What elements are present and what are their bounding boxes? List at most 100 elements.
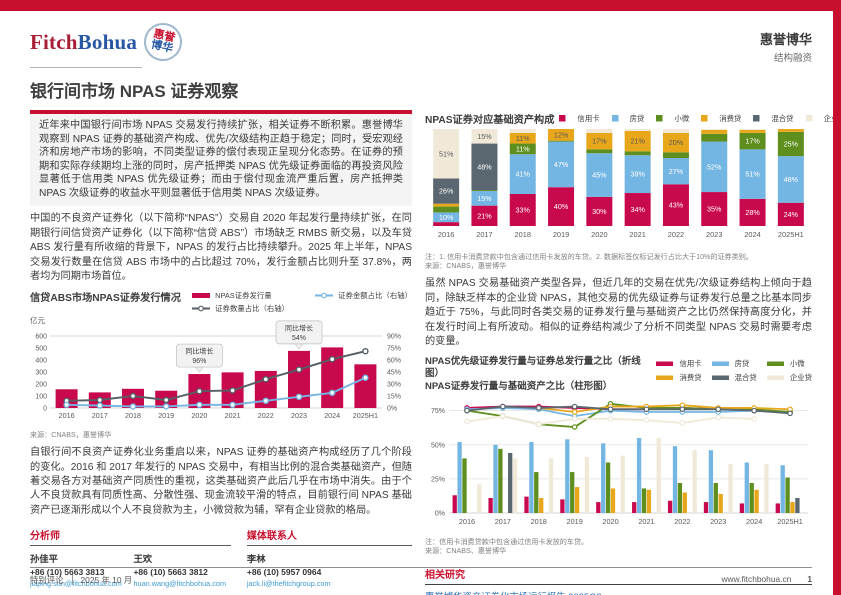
svg-text:亿元: 亿元: [30, 315, 45, 325]
legend-label: 房贷: [734, 358, 750, 368]
svg-text:40%: 40%: [554, 202, 569, 211]
legend-item: 消费贷: [696, 113, 741, 124]
svg-text:41%: 41%: [516, 170, 531, 179]
footer-website-link[interactable]: www.fitchbohua.cn: [721, 574, 792, 584]
svg-text:45%: 45%: [387, 369, 401, 376]
svg-text:2016: 2016: [459, 517, 475, 526]
left-column: 近年来中国银行间市场 NPAS 交易发行持续扩张，相关证券不断积累。惠誉博华观察…: [30, 110, 412, 595]
legend-label: 混合贷: [734, 372, 757, 382]
legend-swatch: [711, 361, 729, 366]
svg-text:39%: 39%: [630, 170, 645, 179]
legend-swatch: [559, 115, 566, 122]
legend-label: NPAS证券发行量: [215, 290, 272, 300]
svg-text:52%: 52%: [707, 162, 722, 171]
legend-item: NPAS证券发行量: [192, 290, 289, 301]
footer-left: 特别评论 2025 年 10 月: [30, 574, 133, 586]
legend-label: 消费贷: [679, 372, 702, 382]
legend-line-swatch: [192, 305, 211, 312]
media-contact-block: 媒体联系人 李林 +86 (10) 5957 0964 jack.li@thef…: [246, 527, 412, 588]
footer-date: 2025 年 10 月: [71, 575, 133, 585]
svg-text:11%: 11%: [516, 144, 530, 153]
svg-text:75%: 75%: [431, 408, 445, 415]
svg-text:51%: 51%: [745, 170, 760, 179]
svg-text:2017: 2017: [92, 411, 108, 420]
logo-underline: [30, 67, 142, 68]
analyst-name: 孙佳平: [30, 554, 58, 565]
svg-text:0%: 0%: [387, 405, 397, 412]
analyst-email-link[interactable]: huan.wang@fitchbohua.com: [133, 579, 227, 589]
svg-text:2022: 2022: [674, 517, 690, 526]
legend-label: 证券金额占比（右轴）: [338, 290, 412, 300]
legend-item: 小微: [651, 113, 689, 124]
svg-text:2020: 2020: [191, 411, 207, 420]
svg-text:0: 0: [43, 405, 47, 412]
org-block: 惠誉博华 结构融资: [760, 29, 812, 64]
chart3-block: NPAS优先级证券发行量与证券总发行量之比（折线图） NPAS证券发行量与基础资…: [425, 356, 812, 556]
svg-text:2022: 2022: [668, 230, 684, 239]
legend-label: 小微: [789, 358, 805, 368]
svg-text:10%: 10%: [439, 213, 454, 222]
analyst-card: 王欢 +86 (10) 5663 3812 huan.wang@fitchboh…: [133, 551, 230, 588]
chart3-title-line1: NPAS优先级证券发行量与证券总发行量之比（折线图）: [425, 355, 641, 380]
analyst-email-link[interactable]: jiaping.sun@fitchbohua.com: [30, 579, 122, 589]
chart1-legend: NPAS证券发行量 证券数量占比（右轴） 证券金额占比（右轴）: [192, 289, 412, 314]
chart2-title: NPAS证券对应基础资产构成: [425, 115, 555, 126]
svg-text:2018: 2018: [125, 411, 141, 420]
svg-text:2022: 2022: [258, 411, 274, 420]
fitchbohua-logo: FitchBohua 惠誉 博华: [30, 19, 186, 65]
svg-text:48%: 48%: [784, 175, 799, 184]
chart1-issuance-svg: 亿元 0 100 200 300 400 500 600 0% 15% 30% 45% 60% 75% 90…: [30, 315, 401, 420]
svg-text:12%: 12%: [554, 130, 569, 139]
svg-text:50%: 50%: [431, 442, 445, 449]
analyst-name: 王欢: [133, 554, 153, 565]
svg-text:20%: 20%: [669, 138, 684, 147]
svg-text:同比增长: 同比增长: [185, 346, 213, 355]
svg-text:25%: 25%: [431, 476, 445, 483]
svg-text:30%: 30%: [592, 207, 607, 216]
chart3-note: 注：信用卡消费贷款中包含通过信用卡发放的车贷。: [425, 537, 589, 546]
svg-text:400: 400: [35, 357, 47, 364]
media-contact-email-link[interactable]: jack.li@thefitchgroup.com: [246, 579, 331, 589]
analyst-phone: +86 (10) 5663 3812: [133, 567, 208, 578]
legend-item: 混合贷: [748, 113, 794, 124]
legend-label: 小微: [674, 114, 690, 123]
related-research-heading: 相关研究: [425, 566, 812, 586]
svg-text:2019: 2019: [567, 517, 583, 526]
page-footer: 特别评论 2025 年 10 月 www.fitchbohua.cn 1: [30, 567, 812, 586]
legend-label: 信用卡: [679, 358, 702, 368]
legend-item: 信用卡: [656, 358, 702, 369]
summary-box: 近年来中国银行间市场 NPAS 交易发行持续扩张，相关证券不断积累。惠誉博华观察…: [30, 110, 412, 207]
svg-text:17%: 17%: [745, 137, 760, 146]
chart1-title: 信贷ABS市场NPAS证券发行情况: [30, 292, 181, 304]
legend-item: 企业贷: [801, 113, 841, 124]
media-contact-card: 李林 +86 (10) 5957 0964 jack.li@thefitchgr…: [247, 551, 412, 588]
svg-text:2021: 2021: [629, 230, 645, 239]
right-red-bar: [833, 0, 841, 595]
body-paragraph-1: 中国的不良资产证券化（以下简称“NPAS”）交易自 2020 年起发行量持续扩张…: [30, 213, 412, 283]
body-paragraph-3: 虽然 NPAS 交易基础资产类型各异，但近几年的交易在优先/次级证券结构上倾向于…: [425, 278, 812, 348]
svg-text:2025H1: 2025H1: [353, 411, 378, 420]
legend-item: 证券金额占比（右轴）: [315, 290, 412, 301]
svg-text:21%: 21%: [630, 137, 645, 146]
media-heading: 媒体联系人: [246, 527, 412, 547]
related-research-section: 相关研究 惠誉博华资产证券化市场运行报告 2025Q2 惠誉博华银行间市场 NP…: [425, 566, 812, 595]
svg-text:同比增长: 同比增长: [285, 323, 313, 332]
svg-text:100: 100: [35, 393, 47, 400]
legend-swatch: [192, 292, 211, 298]
svg-text:2016: 2016: [59, 411, 75, 420]
svg-text:600: 600: [35, 333, 47, 340]
svg-text:2025H1: 2025H1: [778, 230, 804, 239]
media-contact-phone: +86 (10) 5957 0964: [246, 567, 322, 578]
summary-text: 近年来中国银行间市场 NPAS 交易发行持续扩张，相关证券不断积累。惠誉博华观察…: [39, 120, 403, 199]
svg-text:35%: 35%: [707, 205, 722, 214]
svg-text:2017: 2017: [495, 517, 511, 526]
related-link-1[interactable]: 惠誉博华资产证券化市场运行报告 2025Q2: [425, 589, 812, 595]
legend-swatch: [656, 361, 674, 366]
org-department: 结构融资: [773, 53, 812, 64]
chart2-asset-mix-svg: 10% 26% 51% 2016 21% 15% 48% 15% 2017 33% 41% 11%11…: [433, 129, 804, 239]
svg-text:11%: 11%: [516, 134, 530, 143]
legend-swatch: [753, 115, 760, 122]
legend-swatch: [656, 375, 674, 380]
legend-swatch: [766, 361, 784, 366]
svg-text:25%: 25%: [784, 140, 799, 149]
